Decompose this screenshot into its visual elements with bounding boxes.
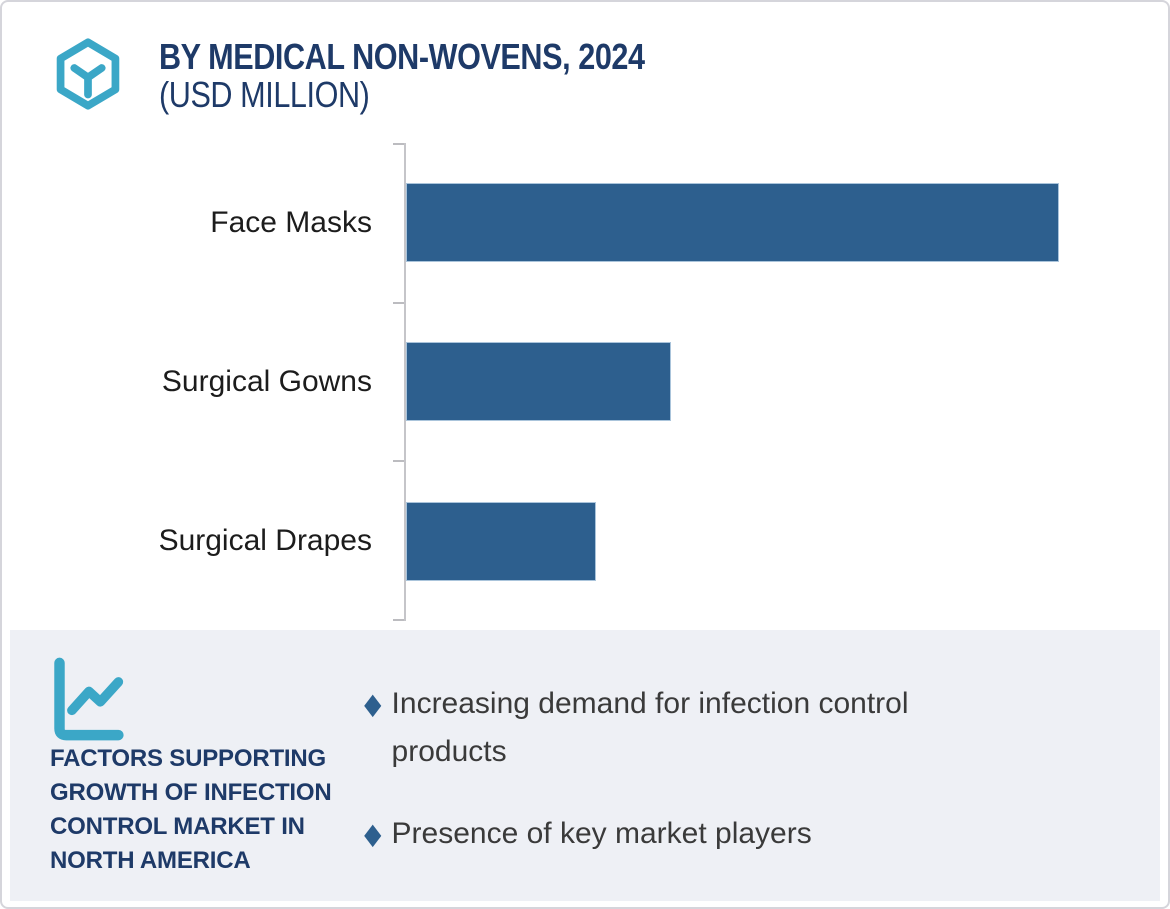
factors-panel: FACTORS SUPPORTING GROWTH OF INFECTION C… <box>10 630 1160 901</box>
bar-surgical-drapes <box>406 501 597 581</box>
line-chart-icon <box>50 656 126 742</box>
diamond-bullet-icon: ◆ <box>364 686 382 721</box>
axis-tick <box>393 460 404 462</box>
category-label-surgical-drapes: Surgical Drapes <box>158 524 372 558</box>
bar-chart: Face Masks Surgical Gowns Surgical Drapes <box>2 143 1168 621</box>
category-label-surgical-gowns: Surgical Gowns <box>161 364 372 398</box>
factors-heading: FACTORS SUPPORTING GROWTH OF INFECTION C… <box>50 745 332 874</box>
factor-item: ◆ Increasing demand for infection contro… <box>362 680 1017 776</box>
hexagon-cube-logo-icon <box>48 38 128 110</box>
factors-list: ◆ Increasing demand for infection contro… <box>362 680 1017 892</box>
y-axis-line <box>404 143 406 621</box>
bar-surgical-gowns <box>406 342 672 422</box>
chart-title: BY MEDICAL NON-WOVENS, 2024 <box>159 36 645 77</box>
bar-rows: Face Masks Surgical Gowns Surgical Drapes <box>2 143 1168 621</box>
bar-track <box>406 183 1059 263</box>
factor-item-text: Presence of key market players <box>391 817 812 850</box>
chart-row-surgical-gowns: Surgical Gowns <box>2 302 1168 461</box>
bar-track <box>406 342 1059 422</box>
diamond-bullet-icon: ◆ <box>364 816 382 851</box>
axis-tick <box>393 302 404 304</box>
factor-item-text: Increasing demand for infection control … <box>391 687 909 768</box>
chart-row-face-masks: Face Masks <box>2 143 1168 302</box>
axis-tick <box>393 619 404 621</box>
bar-face-masks <box>406 183 1059 263</box>
chart-header: BY MEDICAL NON-WOVENS, 2024 (USD MILLION… <box>159 38 730 114</box>
factor-item: ◆ Presence of key market players <box>362 810 1017 858</box>
chart-subtitle: (USD MILLION) <box>159 74 370 115</box>
category-label-face-masks: Face Masks <box>210 205 372 239</box>
chart-row-surgical-drapes: Surgical Drapes <box>2 462 1168 621</box>
bar-track <box>406 501 1059 581</box>
axis-tick <box>393 143 404 145</box>
